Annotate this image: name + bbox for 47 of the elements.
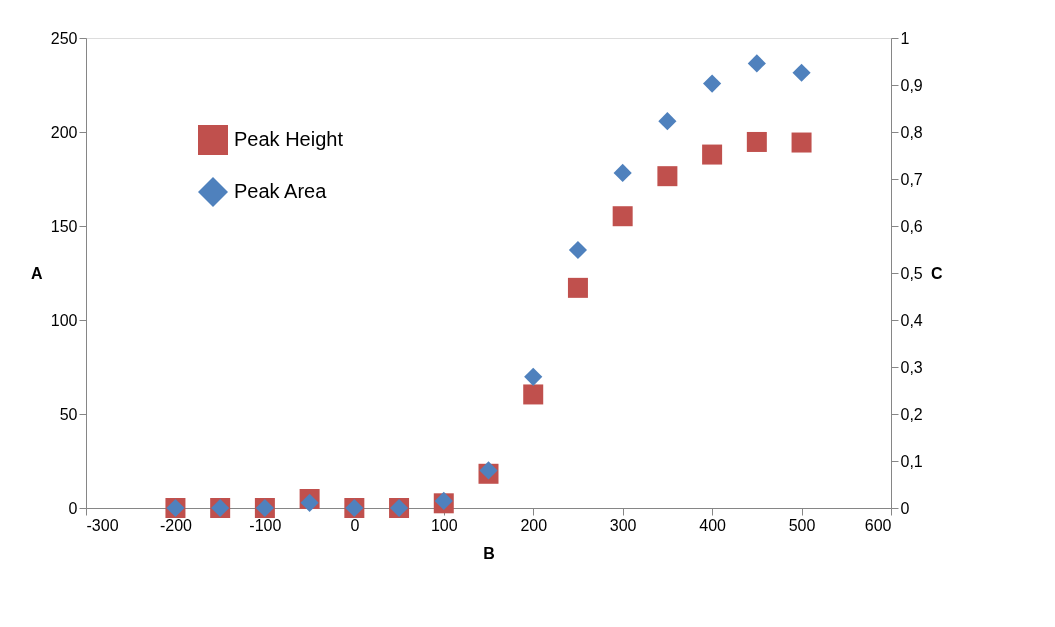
point	[300, 493, 319, 512]
y2-tick-label: 0,3	[900, 358, 923, 376]
point	[612, 206, 633, 227]
y-tick-label: 100	[50, 311, 78, 329]
y-tick-label: 0	[68, 499, 78, 517]
point	[568, 240, 588, 260]
legend-label: Peak Area	[234, 180, 328, 202]
y2-tick-label: 0,5	[900, 264, 923, 282]
y2-tick-label: 0,6	[900, 217, 923, 235]
y-tick-label: 200	[50, 123, 78, 141]
x-axis-title: B	[483, 544, 495, 562]
point	[747, 54, 766, 73]
y-axis-title: A	[31, 264, 44, 282]
x-tick-label: 400	[699, 516, 727, 534]
point	[657, 166, 678, 187]
point	[703, 74, 722, 93]
point	[792, 63, 811, 82]
y-tick-label: 250	[50, 29, 78, 47]
x-tick-label: 300	[609, 516, 637, 534]
y2-axis-title: C	[930, 264, 943, 282]
x-tick-label: -100	[249, 516, 282, 534]
y2-tick-label: 0,8	[900, 123, 923, 141]
y2-tick-label: 0,9	[900, 76, 923, 94]
y2-tick-label: 1	[900, 29, 910, 47]
y2-tick-label: 0,2	[900, 405, 923, 423]
x-tick-label: 600	[864, 516, 892, 534]
x-tick-label: 200	[520, 516, 548, 534]
x-tick-label: -200	[159, 516, 193, 534]
legend-label: Peak Height	[234, 128, 344, 150]
point	[523, 384, 544, 405]
y2-tick-label: 0,1	[900, 452, 923, 470]
point	[746, 131, 767, 152]
y-tick-label: 150	[50, 217, 78, 235]
point	[702, 144, 723, 165]
x-tick-label: 500	[788, 516, 816, 534]
point	[613, 163, 632, 182]
x-tick-label: 100	[430, 516, 458, 534]
y-tick-label: 50	[59, 405, 78, 423]
x-tick-label: 0	[350, 516, 360, 534]
y2-tick-label: 0,7	[900, 170, 923, 188]
point	[658, 112, 677, 131]
x-tick-label: -300	[86, 516, 119, 534]
y2-tick-label: 0,4	[900, 311, 923, 329]
point	[791, 132, 812, 153]
point	[567, 277, 588, 298]
point	[524, 367, 543, 386]
y2-tick-label: 0	[900, 499, 910, 517]
